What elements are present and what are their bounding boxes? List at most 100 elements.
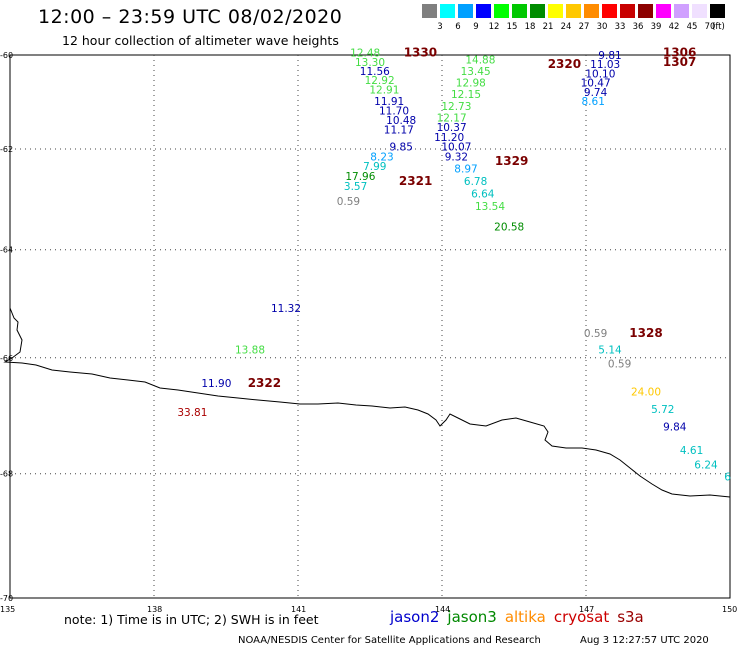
legend-swatch [710,4,725,18]
legend-swatch [530,4,545,18]
legend-swatch [602,4,617,18]
legend-tick-label: 39 [650,22,662,32]
longitude-tick-label: 144 [435,605,450,614]
wave-height-value: 4.61 [680,445,703,457]
wave-height-observations: 12.4813.3011.5612.9212.9111.9111.7010.48… [177,48,731,484]
legend-unit: (ft) [712,22,725,32]
legend-tick-label: 6 [455,22,461,32]
longitude-tick-label: 147 [579,605,594,614]
legend-swatch [512,4,527,18]
legend-swatch [584,4,599,18]
legend-tick-label: 42 [668,22,680,32]
wave-height-value: 9.81 [598,50,621,62]
latitude-tick-label: -70 [0,594,13,603]
wave-height-value: 10.37 [437,122,467,134]
wave-height-value: 8.97 [454,164,477,176]
pass-time-label: 2320 [548,57,581,71]
pass-time-label: 1328 [629,326,662,340]
latitude-tick-label: -64 [0,246,13,255]
pass-time-label: 2322 [248,376,281,390]
wave-height-value: 0.59 [584,328,607,340]
wave-height-value: 11.90 [201,378,231,390]
legend-tick-label: 15 [506,22,518,32]
legend-tick-label: 36 [632,22,644,32]
legend-tick-label: 45 [686,22,698,32]
axis-labels: -60 -62 -64 -66 -68 -70 135 138 141 144 147 150 [0,51,737,614]
longitude-tick-label: 141 [291,605,306,614]
wave-height-value: 10.47 [581,77,611,89]
legend-swatch [440,4,455,18]
wave-height-value: 7.99 [363,161,386,173]
wave-height-value: 11.17 [384,125,414,137]
wave-height-value: 10.07 [441,142,471,154]
longitude-tick-label: 150 [722,605,737,614]
footer-timestamp: Aug 3 12:27:57 UTC 2020 [580,635,709,646]
legend-swatch [566,4,581,18]
wave-height-value: 13.45 [461,66,491,78]
wave-height-value: 11.70 [379,106,409,118]
wave-height-value: 12.98 [456,77,486,89]
wave-height-value: 9.74 [584,87,608,99]
wave-height-value: 24.00 [631,387,661,399]
pass-time-label: 1307 [663,55,696,69]
legend-tick-label: 9 [473,22,479,32]
legend-tick-label: 24 [560,22,572,32]
page-title: 12:00 – 23:59 UTC 08/02/2020 [38,6,343,28]
legend-tick-label: 3 [437,22,443,32]
legend-swatch [458,4,473,18]
legend-tick-label: 27 [578,22,590,32]
wave-height-value: 6.64 [471,188,495,200]
wave-height-value: 10.10 [585,68,615,80]
wave-height-value: 33.81 [177,407,207,419]
wave-height-value: 13.30 [355,57,385,69]
latitude-tick-label: -66 [0,354,13,363]
legend-swatch [422,4,437,18]
wave-height-value: 13.88 [235,344,265,356]
wave-height-value: 12.17 [437,113,467,125]
wave-height-value: 8.61 [582,96,605,108]
satellite-altika-label: altika [504,608,546,626]
wave-height-value: 5.72 [651,404,674,416]
satellite-s3a-label: s3a [617,608,644,626]
legend-tick-label: 30 [596,22,608,32]
legend-swatch [476,4,491,18]
antarctic-coastline [3,307,731,498]
legend-swatch [494,4,509,18]
wave-height-value: 8.23 [370,151,393,163]
legend-tick-label: 33 [614,22,626,32]
pass-time-label: 1329 [495,154,528,168]
wave-height-value: 10.48 [386,115,416,127]
satellite-cryosat-label: cryosat [553,608,610,626]
wave-height-value: 20.58 [494,221,524,233]
wave-height-value: 12.73 [441,101,471,113]
pass-time-label: 2321 [399,174,432,188]
map-frame [9,54,731,599]
wave-height-value: 0.59 [608,358,631,370]
wave-height-value: 3.57 [344,181,367,193]
wave-height-value: 6.24 [694,460,718,472]
wave-height-value: 14.88 [465,55,495,67]
satellite-jason3-label: jason3 [447,608,497,626]
legend-tick-label: 70 [704,22,716,32]
wave-height-value: 11.32 [271,303,301,315]
legend-tick-label: 12 [488,22,500,32]
legend-swatch [638,4,653,18]
footer-credit: NOAA/NESDIS Center for Satellite Applica… [238,635,541,646]
longitude-tick-label: 135 [0,605,15,614]
wave-height-value: 9.84 [663,421,687,433]
wave-height-value: 6 [724,472,731,484]
lat-lon-grid [9,54,731,599]
wave-height-value: 13.54 [475,201,505,213]
wave-height-value: 12.15 [451,89,481,101]
legend-swatch [692,4,707,18]
latitude-tick-label: -62 [0,145,13,154]
footer-note: note: 1) Time is in UTC; 2) SWH is in fe… [64,612,319,627]
wave-height-value: 9.85 [390,142,413,154]
wave-height-value: 12.91 [369,84,399,96]
pass-time-label: 1306 [663,46,696,60]
wave-height-value: 12.92 [365,75,395,87]
pass-time-label: 1330 [404,46,437,60]
legend-swatch [674,4,689,18]
